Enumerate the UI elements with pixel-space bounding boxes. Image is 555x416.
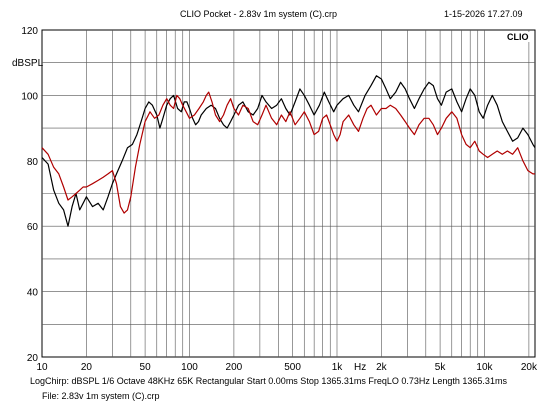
series-line-1 xyxy=(41,75,536,227)
x-tick-label: 100 xyxy=(181,362,198,373)
timestamp: 1-15-2026 17.27.09 xyxy=(444,9,523,19)
x-tick-label: 500 xyxy=(284,362,301,373)
brand-label: CLIO xyxy=(506,32,530,42)
y-axis-label: dBSPL xyxy=(12,58,44,69)
x-tick-label: 2k xyxy=(376,362,388,373)
file-name: File: 2.83v 1m system (C).crp xyxy=(42,391,160,401)
y-tick-label: 60 xyxy=(27,222,39,233)
x-tick-label: 20 xyxy=(81,362,93,373)
grid xyxy=(42,30,535,357)
y-tick-label: 20 xyxy=(27,353,39,364)
x-tick-label: 50 xyxy=(140,362,152,373)
chart-title: CLIO Pocket - 2.83v 1m system (C).crp xyxy=(180,9,338,19)
x-tick-label: 20k xyxy=(521,362,538,373)
x-tick-label: 10k xyxy=(476,362,493,373)
measurement-settings: LogChirp: dBSPL 1/6 Octave 48KHz 65K Rec… xyxy=(30,376,507,386)
x-tick-label: 200 xyxy=(226,362,243,373)
x-tick-label: 5k xyxy=(435,362,447,373)
x-tick-label: 10 xyxy=(36,362,48,373)
y-tick-label: 100 xyxy=(21,91,38,102)
series-line-2 xyxy=(41,91,535,214)
y-tick-label: 40 xyxy=(27,288,39,299)
x-tick-label: 1k xyxy=(332,362,344,373)
y-tick-label: 80 xyxy=(27,157,39,168)
y-tick-label: 120 xyxy=(21,26,38,37)
x-axis-unit-label: Hz xyxy=(354,362,366,373)
series-layer xyxy=(41,75,536,227)
